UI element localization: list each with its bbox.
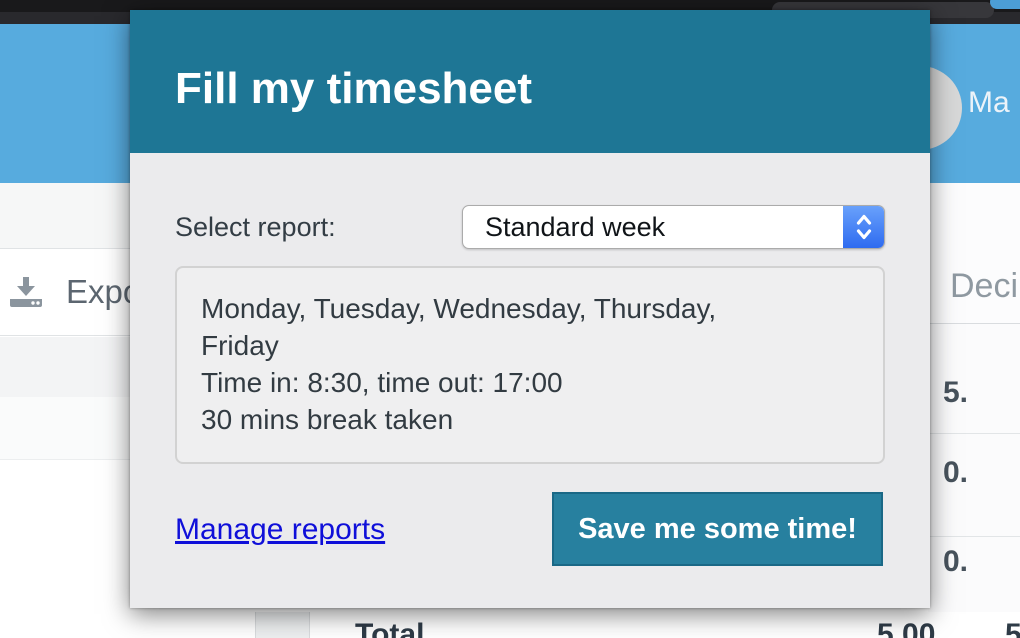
decimal-cell: 0. (943, 456, 969, 489)
decimal-cell: 0. (943, 545, 969, 578)
page-row (0, 183, 130, 249)
total-decimal-value: 5 (1005, 618, 1020, 638)
save-button[interactable]: Save me some time! (552, 492, 883, 566)
user-name[interactable]: Ma (968, 86, 1010, 119)
page-row (0, 397, 130, 460)
report-days: Monday, Tuesday, Wednesday, Thursday, Fr… (201, 293, 717, 361)
export-label: Expo (66, 273, 142, 310)
table-row: 0. (928, 537, 1020, 617)
page-row (0, 337, 130, 397)
export-button[interactable]: Expo (0, 249, 141, 336)
report-description-text: Monday, Tuesday, Wednesday, Thursday, Fr… (201, 290, 779, 438)
table-row: 0. (928, 434, 1020, 537)
report-select[interactable]: Standard week (462, 205, 885, 249)
browser-corner-pill (990, 0, 1020, 9)
total-time-value: 5.00 (877, 618, 936, 638)
decimal-column-header: Deci (928, 183, 1020, 324)
select-report-label: Select report: (175, 212, 336, 242)
modal-title: Fill my timesheet (175, 64, 533, 113)
fill-timesheet-modal: Fill my timesheet Select report: Standar… (130, 10, 930, 608)
download-icon (8, 275, 44, 309)
report-break: 30 mins break taken (201, 404, 454, 435)
modal-header: Fill my timesheet (130, 10, 930, 153)
decimal-cell: 5. (943, 376, 969, 409)
report-select-value: Standard week (485, 212, 666, 242)
report-times: Time in: 8:30, time out: 17:00 (201, 367, 563, 398)
decimal-header-label: Deci (950, 267, 1019, 305)
chevron-up-down-icon (843, 206, 884, 248)
report-description-box: Monday, Tuesday, Wednesday, Thursday, Fr… (175, 266, 885, 464)
total-row: Total 5.00 5 (0, 612, 1020, 638)
manage-reports-link[interactable]: Manage reports (175, 513, 386, 546)
table-row: 5. (928, 324, 1020, 434)
total-label: Total (355, 618, 425, 638)
table-column-highlight (255, 612, 310, 638)
